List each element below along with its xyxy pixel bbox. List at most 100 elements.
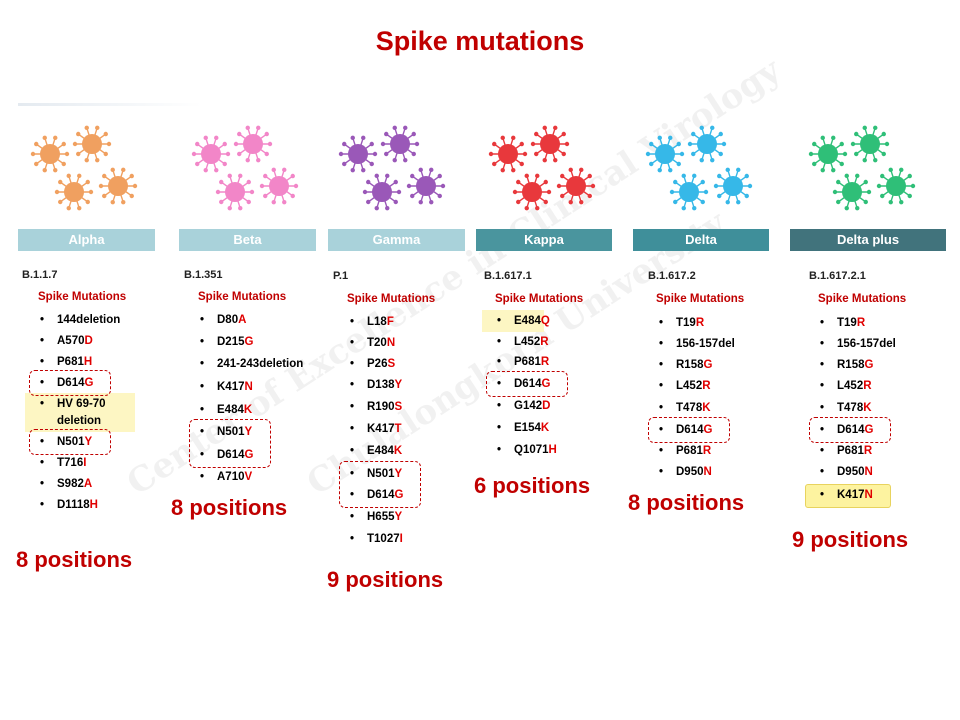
mutation-position: S982 xyxy=(57,478,84,490)
mutation-residue: G xyxy=(244,336,254,348)
bullet-icon: • xyxy=(40,499,45,511)
virus-particle-icon xyxy=(54,173,94,211)
virus-cluster-beta xyxy=(183,118,313,218)
mutation-position: K417 xyxy=(837,489,865,501)
mutation-residue: N xyxy=(864,466,873,478)
mutation-residue: N xyxy=(864,489,873,501)
mutation-position: T478 xyxy=(676,402,703,414)
mutation-position: P681 xyxy=(57,356,84,368)
mutation-residue: R xyxy=(540,336,549,348)
mutation-position: L18 xyxy=(367,316,387,328)
mutation-position: T19 xyxy=(837,317,857,329)
mutation-position: R158 xyxy=(676,359,704,371)
spike-mutations-label: Spike Mutations xyxy=(656,293,745,305)
bullet-icon: • xyxy=(350,468,355,480)
mutation-item: • K417N xyxy=(820,488,873,502)
bullet-icon: • xyxy=(40,436,45,448)
mutation-position: N501 xyxy=(367,468,395,480)
mutation-residue: I xyxy=(83,457,87,469)
bullet-icon: • xyxy=(40,398,45,410)
mutation-residue: G xyxy=(703,359,713,371)
mutation-position: D614 xyxy=(217,449,245,461)
spike-mutations-label: Spike Mutations xyxy=(198,291,287,303)
dashed-highlight xyxy=(809,417,891,443)
virus-particle-icon xyxy=(713,167,753,205)
mutation-residue: H xyxy=(83,356,93,368)
mutation-residue: G xyxy=(244,449,254,461)
mutation-residue: H xyxy=(89,499,98,511)
virus-particle-icon xyxy=(645,135,685,173)
mutation-item: • Q1071H xyxy=(497,443,557,457)
virus-particle-icon xyxy=(488,135,528,173)
bullet-icon: • xyxy=(659,317,664,329)
mutation-position: D215 xyxy=(217,336,245,348)
mutation-residue: R xyxy=(702,445,712,457)
positions-count-delta: 8 positions xyxy=(628,490,745,515)
mutation-residue: K xyxy=(243,404,253,416)
mutation-position: N501 xyxy=(217,426,245,438)
bullet-icon: • xyxy=(659,466,664,478)
bullet-icon: • xyxy=(200,449,205,461)
mutation-item: • 144deletion xyxy=(40,313,120,327)
mutation-item: • L452R xyxy=(497,335,549,349)
mutation-residue: V xyxy=(244,471,253,483)
mutation-item: • D950N xyxy=(820,465,873,479)
dashed-highlight xyxy=(339,461,421,508)
mutation-position: K417 xyxy=(217,381,245,393)
virus-particle-icon xyxy=(362,173,402,211)
virus-particle-icon xyxy=(191,135,231,173)
mutation-residue: D xyxy=(84,335,93,347)
mutation-item: • D138Y xyxy=(350,378,402,392)
mutation-residue: R xyxy=(702,380,711,392)
bullet-icon: • xyxy=(350,401,355,413)
dashed-highlight xyxy=(648,417,730,443)
mutation-position: T1027 xyxy=(367,533,400,545)
bullet-icon: • xyxy=(350,511,355,523)
variant-header-delta: Delta xyxy=(633,229,769,251)
mutation-residue: Y xyxy=(244,426,253,438)
mutation-residue: I xyxy=(399,533,403,545)
mutation-position: D614 xyxy=(837,424,865,436)
bullet-icon: • xyxy=(350,423,355,435)
bullet-icon: • xyxy=(40,377,45,389)
bullet-icon: • xyxy=(497,400,502,412)
mutation-item: • A570D xyxy=(40,334,93,348)
virus-particle-icon xyxy=(72,125,112,163)
mutation-item: • G142D xyxy=(497,399,550,413)
mutation-item: • D614G xyxy=(350,488,403,502)
mutation-residue: Y xyxy=(84,436,93,448)
positions-count-beta: 8 positions xyxy=(171,495,288,520)
mutation-position: T478 xyxy=(837,402,864,414)
variant-header-gamma: Gamma xyxy=(328,229,465,251)
mutation-item: • D80A xyxy=(200,313,246,327)
highlight-box xyxy=(25,393,135,432)
mutation-item: • E484Q xyxy=(497,314,550,328)
virus-particle-icon xyxy=(876,167,916,205)
mutation-position: P681 xyxy=(676,445,703,457)
mutation-residue: G xyxy=(703,424,713,436)
bullet-icon: • xyxy=(659,338,664,350)
mutation-residue: G xyxy=(864,424,874,436)
spike-mutations-label: Spike Mutations xyxy=(38,291,127,303)
mutation-residue: N xyxy=(703,466,712,478)
lineage-label: B.1.617.2 xyxy=(648,270,696,282)
bullet-icon: • xyxy=(497,378,502,390)
mutation-position: P681 xyxy=(837,445,864,457)
mutation-item: • L452R xyxy=(820,379,872,393)
bullet-icon: • xyxy=(40,457,45,469)
virus-particle-icon xyxy=(406,167,446,205)
mutation-item: • A710V xyxy=(200,470,253,484)
mutation-item: • P681R xyxy=(659,444,712,458)
virus-cluster-alpha xyxy=(22,118,152,218)
mutation-position: L452 xyxy=(514,336,541,348)
virus-particle-icon xyxy=(687,125,727,163)
bullet-icon: • xyxy=(350,379,355,391)
bullet-icon: • xyxy=(659,359,664,371)
bullet-icon: • xyxy=(200,358,205,370)
mutation-position: T716 xyxy=(57,457,84,469)
mutation-position: D950 xyxy=(676,466,704,478)
variant-header-alpha: Alpha xyxy=(18,229,155,251)
bullet-icon: • xyxy=(820,424,825,436)
mutation-item: • P681R xyxy=(497,355,549,369)
mutation-position: P26 xyxy=(367,358,388,370)
